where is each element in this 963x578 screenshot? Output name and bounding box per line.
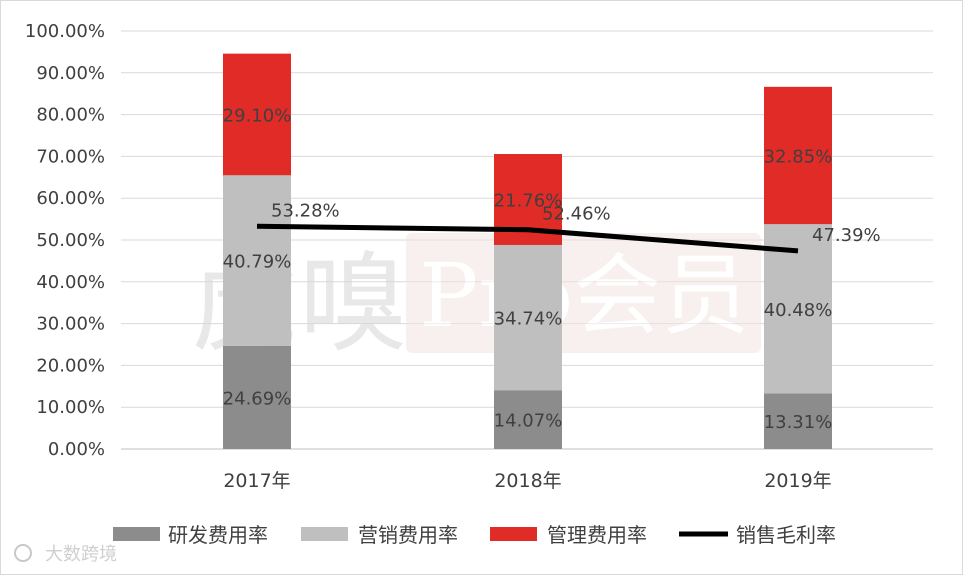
y-tick-label: 60.00% bbox=[36, 188, 105, 209]
y-tick-label: 90.00% bbox=[36, 63, 105, 84]
legend-label-gross-margin: 销售毛利率 bbox=[736, 523, 836, 547]
data-label-rd: 24.69% bbox=[223, 388, 292, 409]
y-tick-label: 10.00% bbox=[36, 397, 105, 418]
y-tick-label: 70.00% bbox=[36, 146, 105, 167]
bar-segment-admin bbox=[764, 86, 832, 225]
x-category-label: 2019年 bbox=[764, 470, 831, 492]
y-tick-label: 50.00% bbox=[36, 230, 105, 251]
data-label-gross-margin: 53.28% bbox=[271, 200, 340, 221]
legend: 研发费用率 营销费用率 管理费用率 销售毛利率 bbox=[113, 523, 836, 547]
bars bbox=[223, 53, 832, 449]
bar-segment-rd bbox=[494, 390, 562, 449]
y-tick-label: 100.00% bbox=[25, 21, 105, 42]
footer-watermark: 大数跨境 bbox=[14, 544, 117, 565]
bar-segment-rd bbox=[223, 345, 291, 449]
legend-label-marketing: 营销费用率 bbox=[358, 523, 458, 547]
y-tick-label: 40.00% bbox=[36, 272, 105, 293]
y-tick-label: 80.00% bbox=[36, 105, 105, 126]
x-category-label: 2017年 bbox=[223, 470, 290, 492]
y-axis: 0.00% 10.00% 20.00% 30.00% 40.00% 50.00% 60.00… bbox=[25, 21, 105, 460]
bar-segment-admin bbox=[223, 53, 291, 176]
legend-swatch-marketing bbox=[301, 527, 348, 541]
y-tick-label: 30.00% bbox=[36, 314, 105, 335]
legend-swatch-admin bbox=[490, 527, 537, 541]
legend-swatch-rd bbox=[113, 527, 160, 541]
data-label-gross-margin: 52.46% bbox=[542, 204, 611, 225]
gross-margin-line-path bbox=[256, 223, 799, 254]
bar-segment-rd bbox=[764, 393, 832, 449]
legend-label-rd: 研发费用率 bbox=[168, 523, 268, 547]
bar-segment-marketing bbox=[494, 244, 562, 391]
gross-margin-line bbox=[256, 223, 799, 254]
data-label-marketing: 40.79% bbox=[223, 252, 292, 273]
x-category-label: 2018年 bbox=[494, 470, 561, 492]
x-axis: 2017年 2018年 2019年 bbox=[223, 470, 831, 492]
footer-logo-icon bbox=[14, 544, 32, 562]
data-labels: 24.69% 40.79% 29.10% 14.07% 34.74% 21.76% 13.3… bbox=[223, 105, 881, 433]
data-label-marketing: 34.74% bbox=[494, 309, 563, 330]
bar-segment-marketing bbox=[223, 175, 291, 346]
y-tick-label: 0.00% bbox=[48, 439, 105, 460]
watermark-pro-text: Pro会员 bbox=[419, 244, 749, 347]
bar-segment-marketing bbox=[764, 224, 832, 394]
data-label-admin: 29.10% bbox=[223, 105, 292, 126]
legend-label-admin: 管理费用率 bbox=[547, 523, 647, 547]
data-label-gross-margin: 47.39% bbox=[812, 225, 881, 246]
data-label-marketing: 40.48% bbox=[764, 300, 833, 321]
data-label-admin: 32.85% bbox=[764, 147, 833, 168]
y-tick-label: 20.00% bbox=[36, 355, 105, 376]
data-label-rd: 13.31% bbox=[764, 412, 833, 433]
data-label-admin: 21.76% bbox=[494, 190, 563, 211]
data-label-rd: 14.07% bbox=[494, 411, 563, 432]
footer-watermark-text: 大数跨境 bbox=[45, 544, 117, 565]
